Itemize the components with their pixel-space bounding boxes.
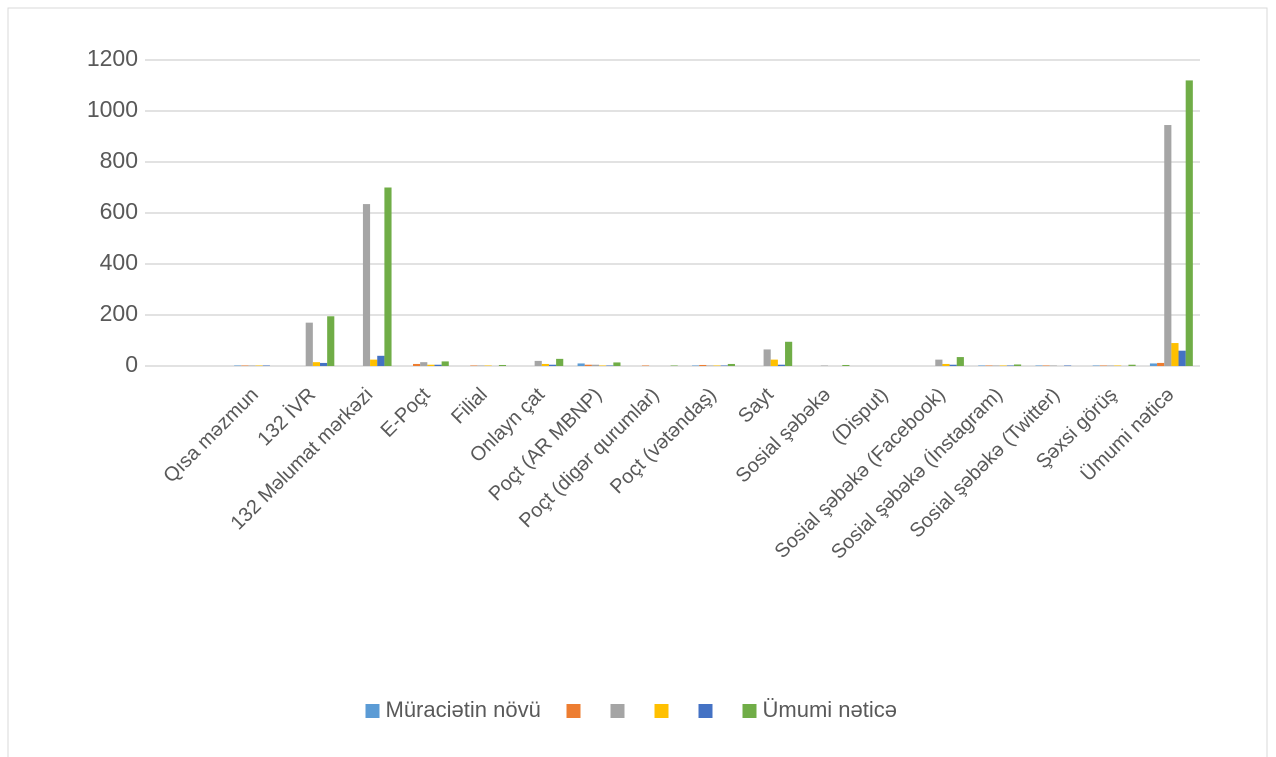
legend-swatch bbox=[566, 704, 581, 718]
bar bbox=[1171, 343, 1179, 366]
bar bbox=[320, 362, 328, 366]
bar bbox=[713, 365, 721, 366]
bar bbox=[1092, 365, 1100, 366]
legend-swatch bbox=[698, 704, 713, 718]
bar bbox=[577, 363, 585, 366]
bar bbox=[377, 355, 385, 366]
bar bbox=[584, 364, 592, 366]
bar bbox=[1099, 365, 1107, 366]
legend-label: Ümumi nəticə bbox=[763, 697, 897, 722]
bar bbox=[763, 349, 771, 366]
legend-swatch bbox=[365, 704, 380, 718]
bar bbox=[262, 365, 270, 366]
bar bbox=[548, 364, 557, 366]
bar bbox=[420, 362, 428, 366]
bar bbox=[534, 360, 542, 366]
bar bbox=[370, 359, 378, 366]
bar bbox=[470, 365, 478, 366]
bar bbox=[591, 364, 600, 366]
bar bbox=[785, 341, 793, 366]
bar bbox=[255, 365, 263, 366]
chart-frame bbox=[7, 7, 1268, 757]
bar bbox=[384, 187, 392, 366]
bar bbox=[434, 364, 442, 366]
bar bbox=[477, 365, 485, 366]
bar bbox=[234, 365, 242, 366]
bar bbox=[985, 365, 993, 366]
bar bbox=[1157, 362, 1165, 366]
bar bbox=[641, 365, 650, 366]
bar bbox=[670, 365, 678, 366]
bar bbox=[327, 316, 335, 366]
bar bbox=[427, 364, 435, 366]
bar bbox=[777, 364, 786, 366]
bar bbox=[706, 365, 714, 366]
bar bbox=[949, 364, 957, 366]
bar bbox=[1013, 364, 1022, 366]
y-tick-label: 1200 bbox=[87, 45, 138, 71]
bar bbox=[820, 365, 828, 366]
bar bbox=[692, 365, 700, 366]
bar bbox=[248, 365, 256, 366]
bar bbox=[1064, 365, 1072, 366]
bar bbox=[1178, 350, 1186, 366]
y-tick-label: 1000 bbox=[87, 96, 138, 122]
legend-swatch bbox=[742, 704, 757, 718]
bar bbox=[305, 322, 313, 366]
bar bbox=[699, 364, 707, 366]
bar bbox=[1042, 365, 1050, 366]
bar bbox=[1049, 365, 1057, 366]
bar bbox=[842, 364, 850, 366]
legend-swatch bbox=[654, 704, 669, 718]
bar bbox=[606, 365, 614, 366]
bar bbox=[978, 365, 986, 366]
bar bbox=[956, 357, 964, 366]
bar bbox=[1185, 80, 1193, 367]
bar bbox=[541, 363, 549, 366]
bar bbox=[484, 365, 492, 366]
legend-label: Müraciətin növü bbox=[386, 697, 541, 722]
legend-swatch bbox=[610, 704, 625, 718]
bar bbox=[935, 359, 943, 366]
bar bbox=[770, 359, 778, 366]
y-tick-label: 600 bbox=[100, 198, 138, 224]
bar bbox=[362, 204, 371, 366]
bar bbox=[1164, 125, 1172, 367]
bar bbox=[727, 363, 735, 366]
bar bbox=[1106, 365, 1115, 366]
bar bbox=[613, 362, 621, 366]
bar bbox=[1128, 364, 1136, 366]
y-tick-label: 0 bbox=[125, 351, 138, 377]
bar bbox=[1149, 363, 1158, 366]
bar bbox=[312, 362, 321, 366]
bar bbox=[1006, 365, 1014, 366]
y-tick-label: 400 bbox=[100, 249, 138, 275]
bar bbox=[413, 363, 421, 366]
y-tick-label: 200 bbox=[100, 300, 138, 326]
bar bbox=[498, 364, 507, 366]
bar bbox=[556, 358, 564, 366]
bar bbox=[942, 363, 950, 366]
bar bbox=[1035, 365, 1043, 366]
bar bbox=[441, 361, 449, 366]
bar bbox=[999, 365, 1007, 366]
y-tick-label: 800 bbox=[100, 147, 138, 173]
bar bbox=[720, 365, 728, 366]
bar bbox=[241, 365, 249, 366]
bar bbox=[1114, 365, 1122, 366]
bar bbox=[992, 365, 1000, 366]
bar bbox=[599, 365, 607, 366]
